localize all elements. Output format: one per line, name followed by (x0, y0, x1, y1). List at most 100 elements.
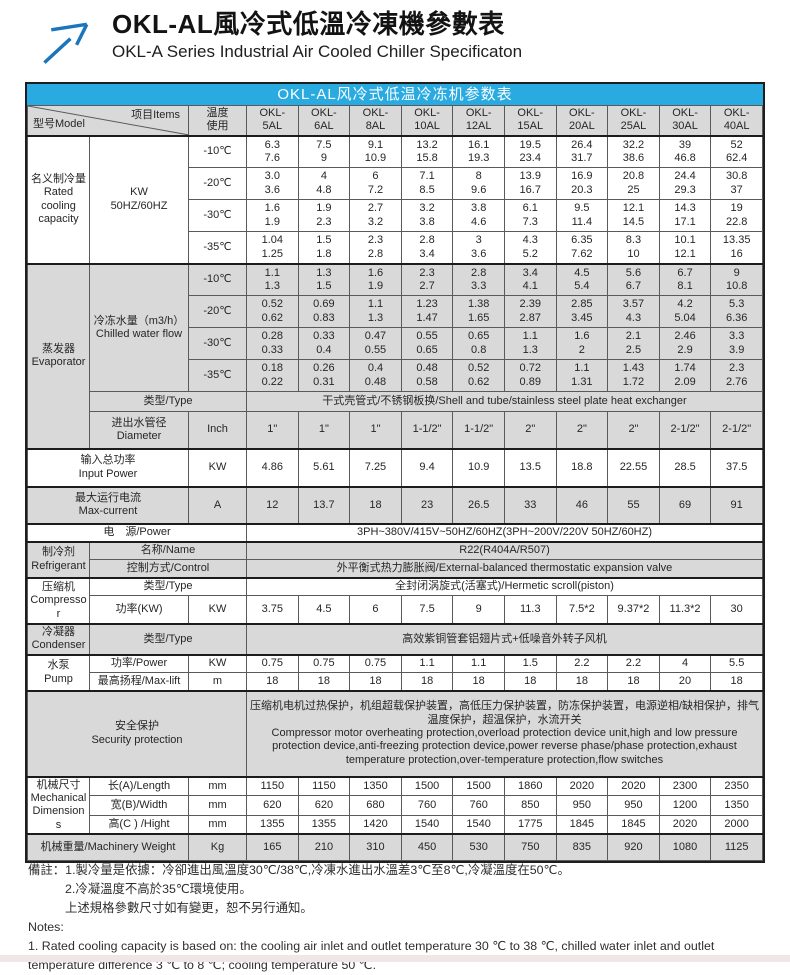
data-cell: 4.3 5.2 (503, 231, 557, 265)
data-cell: 1" (297, 411, 351, 450)
row-label: 宽(B)/Width (89, 795, 189, 816)
data-cell: 0.28 0.33 (246, 327, 299, 361)
model-header: OKL- 6AL (297, 104, 351, 137)
data-cell: 2020 (658, 814, 712, 835)
unit-label: mm (188, 775, 247, 797)
data-cell: 2020 (607, 775, 660, 797)
data-cell: 1.38 1.65 (452, 295, 505, 329)
data-cell: 0.52 0.62 (246, 295, 299, 329)
data-cell: 11.3 (503, 595, 557, 625)
table-row: 宽(B)/Width mm 620 620 680 760 760 850 950 950 1200… (28, 795, 763, 816)
note-line: 備註：1.製冷量是依據：冷卻進出風溫度30℃/38℃,冷凍水進出水溫差3℃至8℃… (28, 863, 570, 877)
data-cell: 0.26 0.31 (297, 359, 351, 393)
data-cell: 18 (710, 672, 763, 692)
table-row: 冷凝器 Condenser 类型/Type 高效紫铜管套铝翅片式+低噪音外转子风机 (27, 622, 763, 656)
data-cell: 3.2 3.8 (400, 199, 454, 233)
row-label: 机械重量/Machinery Weight (27, 833, 189, 861)
data-cell: 9.5 11.4 (555, 199, 609, 233)
data-cell: 13.7 (297, 485, 351, 525)
data-cell: 6 (349, 595, 402, 625)
row-label: 最高扬程/Max-lift (89, 672, 189, 692)
data-cell: 6.1 7.3 (503, 199, 557, 233)
unit-label: mm (188, 814, 247, 835)
model-header: OKL- 15AL (503, 104, 557, 137)
data-cell: 18 (349, 485, 402, 525)
title-block: OKL-AL風冷式低溫冷凍機參數表 OKL-A Series Industria… (112, 8, 522, 62)
temp-label: -35℃ (188, 231, 247, 265)
data-cell: 69 (658, 485, 712, 525)
data-cell: 1420 (349, 814, 402, 835)
row-label: 类型/Type (89, 391, 247, 413)
data-cell: 2.2 (555, 653, 609, 674)
temp-label: -30℃ (188, 199, 247, 233)
data-cell: 6.3 7.6 (246, 134, 299, 169)
data-cell: 10.9 (452, 447, 505, 488)
data-cell: 0.33 0.4 (297, 327, 351, 361)
data-cell: 18 (607, 672, 660, 692)
data-cell: 37.5 (710, 447, 763, 488)
table-row: 电 源/Power 3PH~380V/415V~50HZ/60HZ(3PH~200… (27, 522, 763, 543)
data-cell: 3.3 3.9 (710, 327, 763, 361)
data-cell: 2.8 3.3 (452, 262, 505, 297)
data-cell: 2.7 3.2 (349, 199, 402, 233)
row-label: 名称/Name (89, 540, 247, 561)
unit-label: m (188, 672, 247, 692)
table-row: 蒸发器 Evaporator 冷冻水量（m3/h） Chilled water flo… (27, 262, 763, 450)
row-label: 长(A)/Length (89, 775, 189, 797)
table-row: -20℃ 0.52 0.62 0.69 0.83 1.1 1.3 1.23 1.47 1.38 1.… (28, 295, 763, 329)
data-cell: 1860 (503, 775, 557, 797)
data-cell: 12 (246, 485, 299, 525)
data-cell: 2.8 3.4 (400, 231, 454, 265)
row-label: 蒸发器 Evaporator (27, 262, 90, 450)
data-cell: 26.4 31.7 (555, 134, 609, 169)
bottom-strip (0, 955, 790, 962)
data-cell: 4.86 (246, 447, 299, 488)
row-label: 类型/Type (89, 576, 247, 597)
data-cell: 6 7.2 (349, 167, 402, 201)
table-row: 控制方式/Control 外平衡式热力膨胀阀/External-balanced … (28, 559, 763, 579)
security-protection-text: 压缩机电机过热保护，机组超载保护装置，高低压力保护装置，防冻保护装置，电源逆相/… (246, 689, 763, 778)
data-cell: 7.1 8.5 (400, 167, 454, 201)
data-cell: 3.8 4.6 (452, 199, 505, 233)
unit-label: A (188, 485, 247, 525)
data-cell: 7.5 (400, 595, 454, 625)
data-cell: 210 (297, 833, 351, 861)
data-cell: 0.75 (297, 653, 351, 674)
data-cell: 20 (658, 672, 712, 692)
data-cell: 1080 (658, 833, 712, 861)
row-label: 压缩机 Compressor (27, 576, 90, 625)
model-header: OKL- 30AL (658, 104, 712, 137)
data-cell: 20.8 25 (607, 167, 660, 201)
table-row: 进出水管径 Diameter Inch 1" 1" 1" 1-1/2" 1-1/2" 2" 2" 2… (28, 411, 763, 450)
unit-label: Inch (188, 411, 247, 450)
data-cell: 1.43 1.72 (607, 359, 660, 393)
data-cell: 2300 (658, 775, 712, 797)
temp-label: -35℃ (188, 359, 247, 393)
model-header: OKL- 12AL (452, 104, 505, 137)
data-cell: 620 (297, 795, 351, 816)
data-cell: 24.4 29.3 (658, 167, 712, 201)
table-row: 机械重量/Machinery Weight Kg 165 210 310 450 530 75… (27, 833, 763, 861)
span-value: 干式壳管式/不锈钢板换/Shell and tube/stainless ste… (246, 391, 763, 413)
unit-label: Kg (188, 833, 247, 861)
data-cell: 6.7 8.1 (658, 262, 712, 297)
table-row: 水泵 Pump 功率/Power KW 0.75 0.75 0.75 1.1 1.1 1.5 2.2… (27, 653, 763, 692)
row-label: 功率(KW) (89, 595, 189, 625)
row-label: 进出水管径 Diameter (89, 411, 189, 450)
data-cell: 2.3 2.7 (400, 262, 454, 297)
data-cell: 91 (710, 485, 763, 525)
table-row: 最大运行电流 Max-current A 12 13.7 18 23 26.5 33 46 55 69… (27, 485, 763, 525)
table-row: 制冷剂 Refrigerant 名称/Name R22(R404A/R507) (27, 540, 763, 579)
table-row: -30℃ 1.6 1.9 1.9 2.3 2.7 3.2 3.2 3.8 3.8 4.6 6.1 7.3… (28, 199, 763, 233)
data-cell: 1.1 1.3 (503, 327, 557, 361)
table-row: -30℃ 0.28 0.33 0.33 0.4 0.47 0.55 0.55 0.65 0.65 0… (28, 327, 763, 361)
data-cell: 39 46.8 (658, 134, 712, 169)
temp-label: -10℃ (188, 134, 247, 169)
data-cell: 530 (452, 833, 505, 861)
table-row: 类型/Type 干式壳管式/不锈钢板换/Shell and tube/stainl… (28, 391, 763, 413)
data-cell: 2.1 2.5 (607, 327, 660, 361)
data-cell: 1500 (400, 775, 454, 797)
page-title: OKL-AL風冷式低溫冷凍機參數表 (112, 9, 505, 39)
data-cell: 55 (607, 485, 660, 525)
span-value: 高效紫铜管套铝翅片式+低噪音外转子风机 (246, 622, 763, 656)
